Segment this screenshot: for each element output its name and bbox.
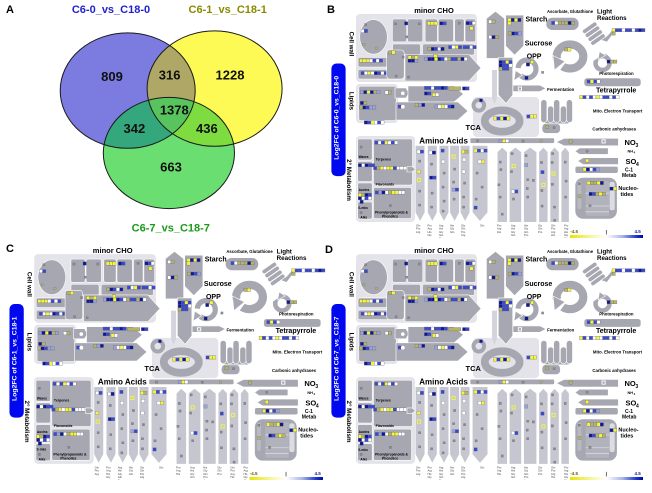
svg-text:436: 436 bbox=[196, 121, 218, 136]
svg-text:C6-1_vs_C18-1: C6-1_vs_C18-1 bbox=[189, 4, 267, 16]
svg-text:1378: 1378 bbox=[160, 102, 189, 117]
svg-text:1228: 1228 bbox=[216, 68, 245, 83]
svg-text:C6-7_vs_C18-7: C6-7_vs_C18-7 bbox=[132, 223, 210, 235]
svg-text:809: 809 bbox=[101, 69, 123, 84]
svg-text:316: 316 bbox=[159, 68, 181, 83]
svg-text:Log2FC of C6-0_vs_C18-0: Log2FC of C6-0_vs_C18-0 bbox=[334, 76, 341, 160]
svg-text:342: 342 bbox=[124, 121, 146, 136]
svg-text:Log2FC of C6-1_vs_C18-1: Log2FC of C6-1_vs_C18-1 bbox=[12, 316, 19, 401]
svg-text:C6-0_vs_C18-0: C6-0_vs_C18-0 bbox=[72, 4, 150, 16]
svg-text:663: 663 bbox=[160, 160, 182, 175]
svg-text:Log2FC of C6-7_vs_C18-7: Log2FC of C6-7_vs_C18-7 bbox=[334, 316, 341, 401]
